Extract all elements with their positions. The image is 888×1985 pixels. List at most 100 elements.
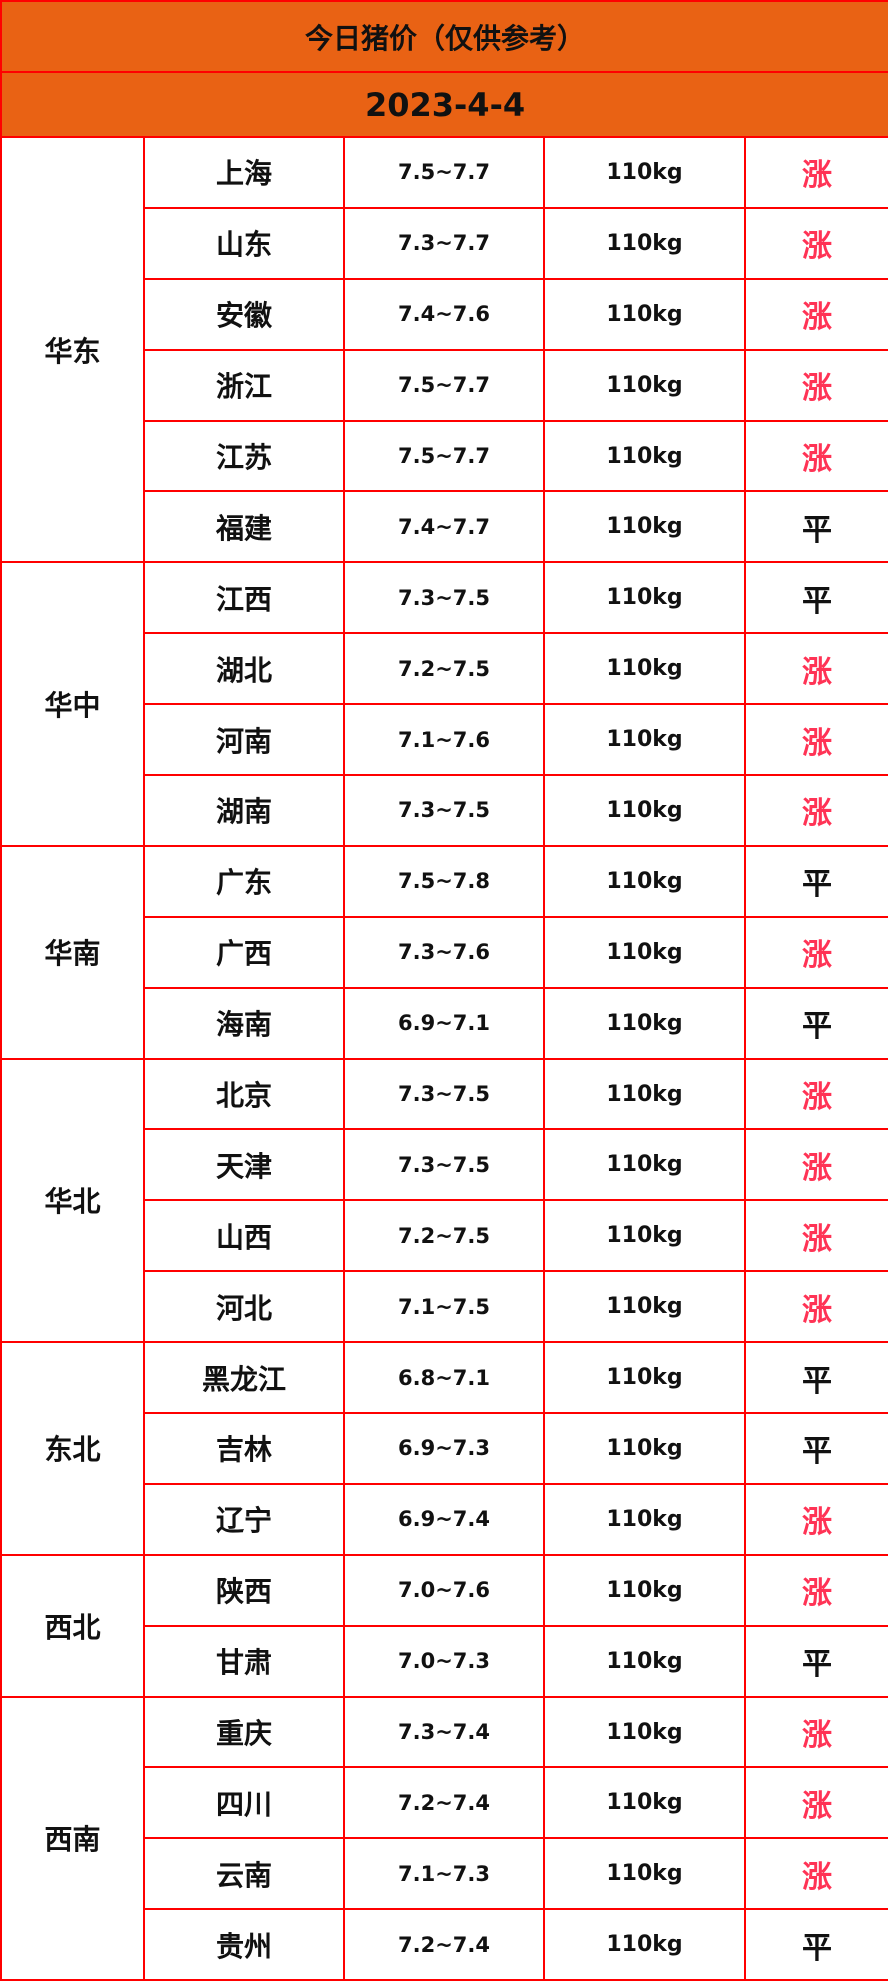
weight-cell: 110kg: [543, 277, 746, 351]
trend-cell: 涨: [743, 1837, 888, 1911]
city-cell: 广西: [143, 915, 345, 989]
table-row: 华东 上海 7.5~7.7 110kg 涨: [0, 135, 888, 564]
trend-cell: 涨: [743, 915, 888, 989]
price-cell: 7.1~7.3: [343, 1837, 545, 1911]
weight-cell: 110kg: [543, 419, 746, 493]
city-cell: 黑龙江: [143, 1341, 345, 1415]
price-cell: 7.3~7.7: [343, 206, 545, 280]
region-cell: 华中: [0, 561, 145, 847]
city-cell: 海南: [143, 986, 345, 1060]
table-title: 今日猪价（仅供参考）: [0, 0, 888, 73]
price-cell: 6.9~7.1: [343, 986, 545, 1060]
weight-cell: 110kg: [543, 1837, 746, 1911]
price-cell: 7.0~7.3: [343, 1624, 545, 1698]
trend-cell: 平: [743, 844, 888, 918]
city-cell: 江西: [143, 561, 345, 635]
table-row: 东北 黑龙江 6.8~7.1 110kg 平: [0, 1341, 888, 1556]
city-cell: 陕西: [143, 1553, 345, 1627]
trend-cell: 涨: [743, 1128, 888, 1202]
trend-cell: 平: [743, 490, 888, 564]
trend-cell: 涨: [743, 1553, 888, 1627]
price-cell: 7.3~7.4: [343, 1695, 545, 1769]
table-row: 云南 7.1~7.3 110kg 涨: [1, 1837, 888, 1911]
city-cell: 山东: [143, 206, 345, 280]
trend-cell: 涨: [743, 206, 888, 280]
trend-cell: 平: [743, 986, 888, 1060]
table-row: 四川 7.2~7.4 110kg 涨: [1, 1766, 888, 1840]
weight-cell: 110kg: [543, 348, 746, 422]
price-cell: 7.5~7.7: [343, 136, 545, 209]
trend-cell: 涨: [743, 1766, 888, 1840]
city-cell: 甘肃: [143, 1624, 345, 1698]
region-cell: 西北: [0, 1553, 145, 1698]
table-row: 西北 陕西 7.0~7.6 110kg 涨: [0, 1553, 888, 1698]
city-cell: 江苏: [143, 419, 345, 493]
city-cell: 福建: [143, 490, 345, 564]
weight-cell: 110kg: [543, 1624, 746, 1698]
weight-cell: 110kg: [543, 206, 746, 280]
price-cell: 7.1~7.6: [343, 703, 545, 777]
table-row: 华南 广东 7.5~7.8 110kg 平: [0, 844, 888, 1060]
trend-cell: 平: [743, 1412, 888, 1485]
table-row: 山西 7.2~7.5 110kg 涨: [1, 1199, 888, 1273]
city-cell: 四川: [143, 1766, 345, 1840]
weight-cell: 110kg: [543, 1128, 746, 1202]
city-cell: 贵州: [143, 1908, 345, 1982]
region-cell: 华北: [0, 1057, 145, 1344]
price-cell: 7.3~7.5: [343, 561, 545, 635]
trend-cell: 涨: [743, 1695, 888, 1769]
weight-cell: 110kg: [543, 703, 746, 777]
table-row: 西南 重庆 7.3~7.4 110kg 涨: [0, 1695, 888, 1982]
price-cell: 7.3~7.5: [343, 1057, 545, 1131]
table-row: 安徽 7.4~7.6 110kg 涨: [1, 277, 888, 351]
trend-cell: 涨: [743, 1482, 888, 1556]
trend-cell: 平: [743, 561, 888, 635]
price-cell: 7.2~7.4: [343, 1908, 545, 1982]
trend-cell: 涨: [743, 136, 888, 209]
city-cell: 河南: [143, 703, 345, 777]
price-cell: 7.3~7.6: [343, 915, 545, 989]
city-cell: 云南: [143, 1837, 345, 1911]
table-row: 河南 7.1~7.6 110kg 涨: [1, 703, 888, 777]
price-cell: 6.9~7.4: [343, 1482, 545, 1556]
weight-cell: 110kg: [543, 490, 746, 564]
region-cell: 华南: [0, 844, 145, 1060]
price-cell: 7.4~7.7: [343, 490, 545, 564]
weight-cell: 110kg: [543, 1412, 746, 1485]
table-row: 湖南 7.3~7.5 110kg 涨: [1, 774, 888, 847]
weight-cell: 110kg: [543, 774, 746, 847]
price-cell: 6.9~7.3: [343, 1412, 545, 1485]
weight-cell: 110kg: [543, 561, 746, 635]
price-cell: 7.1~7.5: [343, 1270, 545, 1344]
table-row: 吉林 6.9~7.3 110kg 平: [1, 1412, 888, 1485]
weight-cell: 110kg: [543, 1199, 746, 1273]
table-row: 天津 7.3~7.5 110kg 涨: [1, 1128, 888, 1202]
trend-cell: 平: [743, 1624, 888, 1698]
city-cell: 广东: [143, 844, 345, 918]
weight-cell: 110kg: [543, 1482, 746, 1556]
table-row: 山东 7.3~7.7 110kg 涨: [1, 206, 888, 280]
price-cell: 7.5~7.7: [343, 419, 545, 493]
table-row: 贵州 7.2~7.4 110kg 平: [1, 1908, 888, 1982]
weight-cell: 110kg: [543, 1057, 746, 1131]
weight-cell: 110kg: [543, 1766, 746, 1840]
city-cell: 湖北: [143, 632, 345, 706]
table-row: 浙江 7.5~7.7 110kg 涨: [1, 348, 888, 422]
region-cell: 华东: [0, 135, 145, 564]
table-row: 海南 6.9~7.1 110kg 平: [1, 986, 888, 1060]
price-cell: 7.5~7.7: [343, 348, 545, 422]
trend-cell: 涨: [743, 632, 888, 706]
trend-cell: 涨: [743, 703, 888, 777]
price-cell: 7.3~7.5: [343, 774, 545, 847]
city-cell: 上海: [143, 136, 345, 209]
title-row: 今日猪价（仅供参考）: [0, 0, 888, 73]
table-row: 甘肃 7.0~7.3 110kg 平: [1, 1624, 888, 1698]
city-cell: 安徽: [143, 277, 345, 351]
weight-cell: 110kg: [543, 1695, 746, 1769]
table-row: 华北 北京 7.3~7.5 110kg 涨: [0, 1057, 888, 1344]
weight-cell: 110kg: [543, 1270, 746, 1344]
city-cell: 山西: [143, 1199, 345, 1273]
weight-cell: 110kg: [543, 844, 746, 918]
city-cell: 吉林: [143, 1412, 345, 1485]
